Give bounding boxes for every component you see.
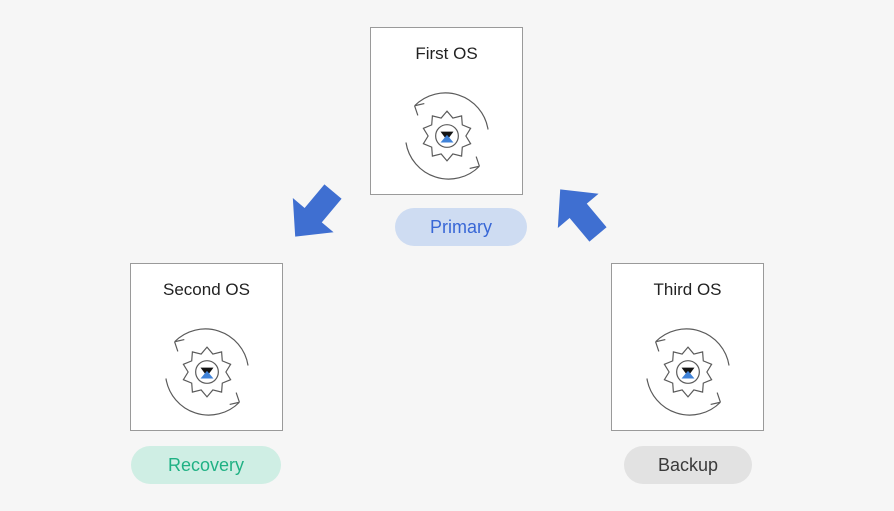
pill-recovery: Recovery — [131, 446, 281, 484]
pill-primary: Primary — [395, 208, 527, 246]
arrow-right — [545, 178, 615, 248]
node-third-os: Third OS — [611, 263, 764, 431]
node-first-title: First OS — [371, 44, 522, 64]
node-second-title: Second OS — [131, 280, 282, 300]
gear-icon — [153, 318, 261, 426]
arrow-left — [280, 178, 350, 248]
node-second-os: Second OS — [130, 263, 283, 431]
diagram-stage: First OS Primary Second OS — [0, 0, 894, 511]
gear-icon — [393, 82, 501, 190]
node-first-os: First OS — [370, 27, 523, 195]
pill-backup: Backup — [624, 446, 752, 484]
gear-icon — [634, 318, 742, 426]
node-third-title: Third OS — [612, 280, 763, 300]
